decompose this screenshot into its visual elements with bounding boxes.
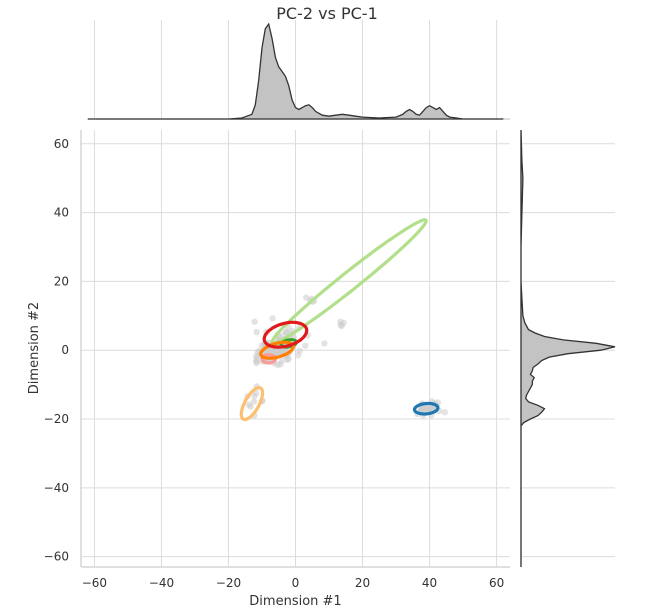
- y-tick-label: −60: [44, 550, 69, 564]
- scatter-point: [321, 340, 328, 347]
- scatter-point: [250, 398, 258, 405]
- kde-contour: [262, 320, 309, 349]
- kde-contour: [412, 401, 440, 416]
- y-tick-label: 60: [54, 137, 69, 151]
- scatter-point: [441, 409, 449, 416]
- chart-title: PC-2 vs PC-1: [276, 4, 378, 23]
- y-tick-label: 40: [54, 206, 69, 220]
- x-axis-label: Dimension #1: [249, 594, 341, 609]
- y-tick-label: 20: [54, 274, 69, 288]
- kde-contour: [239, 386, 265, 422]
- main-plot-area: −60 −40 −20 0 20 40 60 −60 −40 −20 0 20 40 60: [44, 130, 510, 590]
- kde-contour: [270, 218, 428, 345]
- y-tick-label: −40: [44, 481, 69, 495]
- x-tick-label: 60: [489, 576, 504, 590]
- x-tick-label: 40: [422, 576, 437, 590]
- scatter-point: [245, 401, 252, 408]
- x-tick-label: −60: [82, 576, 107, 590]
- kde-contour: [259, 340, 295, 360]
- scatter-point: [295, 351, 302, 359]
- scatter-point: [251, 318, 258, 325]
- x-tick-label: 20: [355, 576, 370, 590]
- y-axis-label: Dimension #2: [27, 302, 42, 394]
- x-tick-label: −20: [216, 576, 241, 590]
- scatter-point: [278, 357, 286, 364]
- scatter-point: [274, 361, 281, 369]
- scatter-point: [253, 359, 260, 367]
- y-tick-label: 0: [61, 343, 69, 357]
- scatter-point: [285, 355, 292, 363]
- scatter-point: [302, 342, 309, 349]
- scatter-point: [340, 319, 347, 327]
- scatter-point: [253, 328, 260, 336]
- right-marginal-density: [520, 129, 616, 567]
- scatter-point: [424, 404, 431, 412]
- x-tick-label: −40: [149, 576, 174, 590]
- y-tick-label: −20: [44, 412, 69, 426]
- top-marginal-density: [87, 20, 510, 120]
- x-tick-label: 0: [292, 576, 300, 590]
- y-marginal-kde: [520, 129, 616, 567]
- kde-contour: [260, 353, 277, 365]
- scatter-point: [251, 392, 258, 400]
- x-marginal-kde: [87, 22, 504, 120]
- scatter-point: [269, 315, 276, 322]
